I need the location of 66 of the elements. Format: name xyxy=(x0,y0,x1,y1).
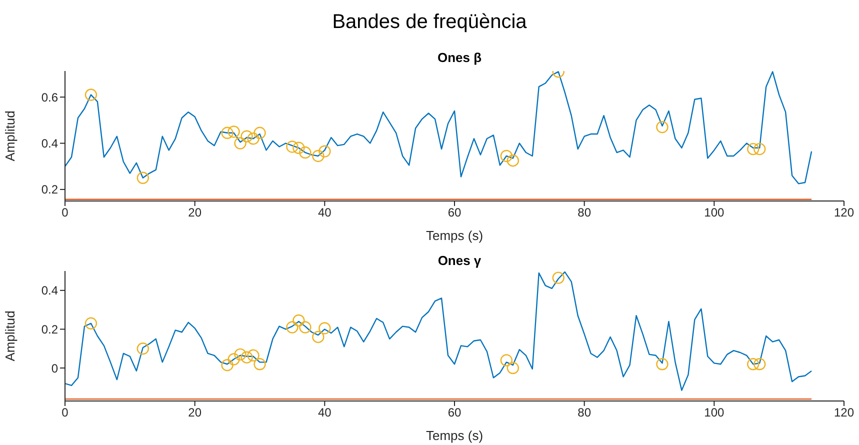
x-tick-label: 120 xyxy=(834,206,854,220)
x-tick-label: 20 xyxy=(188,206,202,220)
point xyxy=(656,358,668,370)
point xyxy=(747,358,760,370)
point xyxy=(221,126,234,139)
point xyxy=(240,351,253,364)
point xyxy=(84,88,98,101)
y-tick-label: 0.4 xyxy=(41,136,58,151)
y-tick-label: 0.6 xyxy=(41,90,58,104)
x-tick-label: 100 xyxy=(704,206,724,220)
y-tick-label: 0.2 xyxy=(41,322,58,336)
line-series xyxy=(65,271,812,391)
point xyxy=(656,121,668,134)
chart-title: Bandes de freqüència xyxy=(331,10,528,35)
point xyxy=(747,142,760,156)
point xyxy=(318,145,331,158)
x-tick-label: 80 xyxy=(578,406,592,420)
point xyxy=(754,358,766,370)
point xyxy=(286,321,298,334)
x-tick-label: 120 xyxy=(834,406,854,420)
point xyxy=(228,126,240,138)
x-tick-label: 60 xyxy=(448,406,462,420)
y-axis-title: Amplitud xyxy=(2,110,18,162)
y-axis-title: Amplitud xyxy=(2,310,18,362)
x-tick-label: 100 xyxy=(704,406,724,420)
point xyxy=(286,140,298,153)
x-tick-label: 40 xyxy=(318,406,332,420)
x-tick-label: 20 xyxy=(188,406,202,420)
point xyxy=(247,132,260,145)
x-axis-title: Temps (s) xyxy=(426,428,484,443)
x-tick-label: 60 xyxy=(448,206,462,220)
point xyxy=(84,317,98,330)
y-tick-label: 0.4 xyxy=(41,284,58,298)
x-tick-label: 40 xyxy=(318,206,332,220)
point xyxy=(234,348,246,361)
point xyxy=(299,321,312,334)
point xyxy=(754,142,766,156)
point xyxy=(228,353,240,366)
point xyxy=(552,272,564,284)
point xyxy=(292,314,305,327)
point xyxy=(234,137,246,150)
x-tick-label: 0 xyxy=(62,206,69,220)
x-tick-label: 80 xyxy=(578,206,592,220)
point xyxy=(506,154,520,167)
line-series xyxy=(65,71,812,184)
point xyxy=(318,322,331,334)
y-tick-label: 0.2 xyxy=(41,182,58,197)
point xyxy=(500,150,513,162)
y-tick-label: 0 xyxy=(51,361,58,376)
point xyxy=(136,342,149,355)
point xyxy=(136,172,149,184)
point xyxy=(506,362,520,374)
x-tick-label: 0 xyxy=(62,406,69,420)
point xyxy=(312,150,324,162)
chart-subtitle: Ones β xyxy=(436,49,483,67)
point xyxy=(312,330,324,344)
point xyxy=(254,358,266,370)
x-axis-title: Temps (s) xyxy=(426,228,484,243)
point xyxy=(500,354,513,366)
point xyxy=(247,349,260,362)
point xyxy=(254,126,266,139)
chart-subtitle: Ones γ xyxy=(436,252,482,269)
point xyxy=(299,146,312,159)
point xyxy=(292,142,305,154)
point xyxy=(240,130,253,142)
point xyxy=(221,359,234,372)
